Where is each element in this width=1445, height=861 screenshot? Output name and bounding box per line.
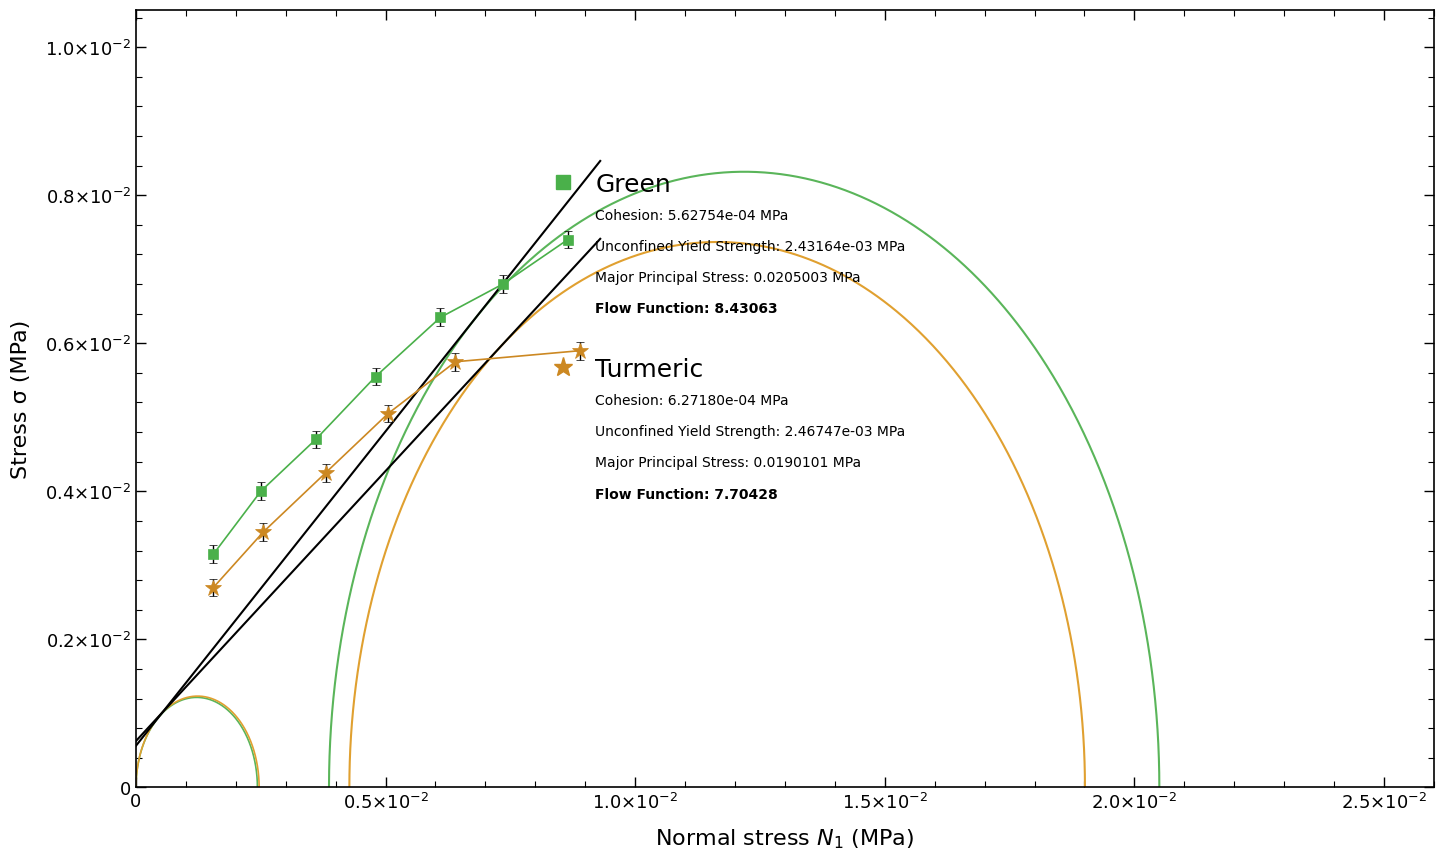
Text: Cohesion: 6.27180e-04 MPa: Cohesion: 6.27180e-04 MPa [595,393,789,408]
Text: Major Principal Stress: 0.0190101 MPa: Major Principal Stress: 0.0190101 MPa [595,456,861,470]
Text: Unconfined Yield Strength: 2.43164e-03 MPa: Unconfined Yield Strength: 2.43164e-03 M… [595,240,906,254]
Text: Flow Function: 7.70428: Flow Function: 7.70428 [595,487,777,501]
Text: Turmeric: Turmeric [595,358,704,381]
Text: Cohesion: 5.62754e-04 MPa: Cohesion: 5.62754e-04 MPa [595,209,789,223]
X-axis label: Normal stress $N_1$ (MPa): Normal stress $N_1$ (MPa) [655,827,915,850]
Text: Green: Green [595,173,670,197]
Text: Unconfined Yield Strength: 2.46747e-03 MPa: Unconfined Yield Strength: 2.46747e-03 M… [595,424,906,439]
Text: Flow Function: 8.43063: Flow Function: 8.43063 [595,302,777,316]
Y-axis label: Stress σ (MPa): Stress σ (MPa) [12,319,32,479]
Text: Major Principal Stress: 0.0205003 MPa: Major Principal Stress: 0.0205003 MPa [595,271,861,285]
